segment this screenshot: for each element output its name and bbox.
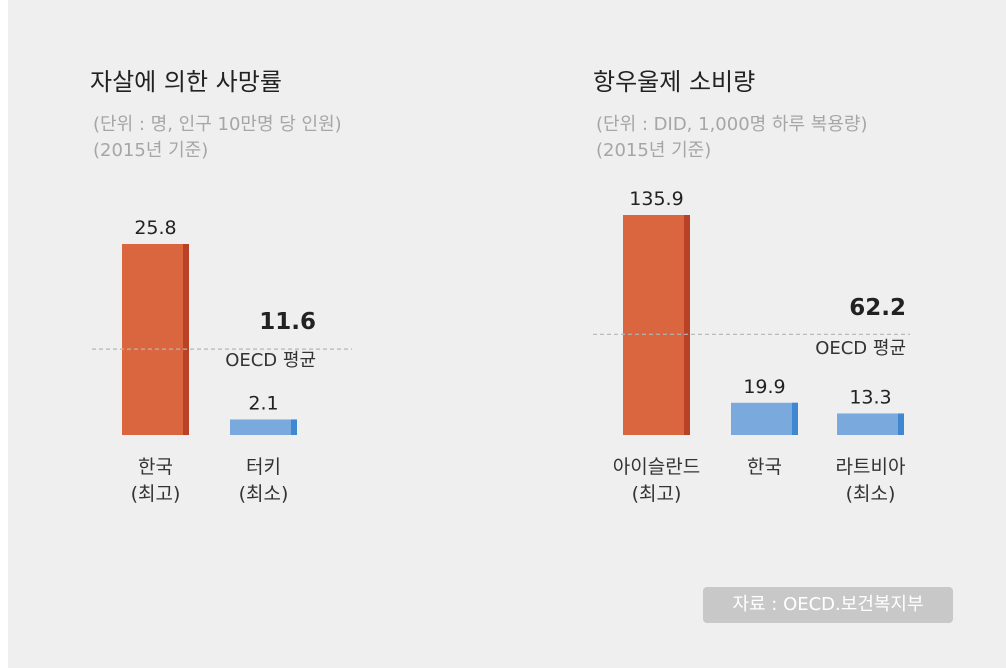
antidepressant-chart: 항우울제 소비량 (단위 : DID, 1,000명 하루 복용량) (2015… xyxy=(570,0,950,540)
chart-title: 자살에 의한 사망률 xyxy=(90,68,282,96)
bar-body xyxy=(731,402,798,435)
bar-edge xyxy=(183,244,189,435)
category-label: 한국 xyxy=(138,456,173,478)
bar-0 xyxy=(122,244,189,435)
value-label: 25.8 xyxy=(134,217,176,239)
category-label: (최고) xyxy=(131,483,181,505)
chart-year-note: (2015년 기준) xyxy=(93,140,209,161)
bar-0 xyxy=(623,215,690,435)
value-label: 135.9 xyxy=(629,188,683,210)
category-label: 한국 xyxy=(747,456,782,478)
value-label: 13.3 xyxy=(849,386,891,408)
category-label: 아이슬란드 xyxy=(613,456,700,478)
chart-unit-note: (단위 : 명, 인구 10만명 당 인원) xyxy=(93,114,342,135)
plot-area: 135.9 아이슬란드 (최고) 19.9 한국 13.3 라트비아 (최소) 62.2 OECD… xyxy=(593,188,910,505)
category-label: (최소) xyxy=(239,483,289,505)
bar-1 xyxy=(731,402,798,435)
chart-year-note: (2015년 기준) xyxy=(596,140,712,161)
oecd-average-value: 11.6 xyxy=(259,309,316,335)
chart-unit-note: (단위 : DID, 1,000명 하루 복용량) xyxy=(596,114,868,135)
bar-edge xyxy=(684,215,690,435)
category-label: 터키 xyxy=(246,456,281,478)
bar-edge xyxy=(898,413,904,435)
bar-edge xyxy=(792,402,798,435)
plot-area: 25.8 한국 (최고) 2.1 터키 (최소) 11.6 OECD 평균 xyxy=(92,217,352,505)
bar-body xyxy=(623,215,690,435)
category-label: 라트비아 xyxy=(836,456,906,478)
bar-body xyxy=(837,413,904,435)
chart-title: 항우울제 소비량 xyxy=(593,68,756,96)
oecd-average-label: OECD 평균 xyxy=(225,350,316,371)
oecd-average-value: 62.2 xyxy=(849,295,906,321)
bar-edge xyxy=(291,419,297,435)
value-label: 2.1 xyxy=(248,392,278,414)
bar-body xyxy=(122,244,189,435)
bar-1 xyxy=(230,419,297,435)
oecd-average-label: OECD 평균 xyxy=(815,338,906,359)
source-badge: 자료 : OECD.보건복지부 xyxy=(703,587,953,623)
value-label: 19.9 xyxy=(743,376,785,398)
bar-body xyxy=(230,419,297,435)
category-label: (최소) xyxy=(846,483,896,505)
bar-2 xyxy=(837,413,904,435)
category-label: (최고) xyxy=(632,483,682,505)
suicide-rate-chart: 자살에 의한 사망률 (단위 : 명, 인구 10만명 당 인원) (2015년… xyxy=(60,0,390,540)
